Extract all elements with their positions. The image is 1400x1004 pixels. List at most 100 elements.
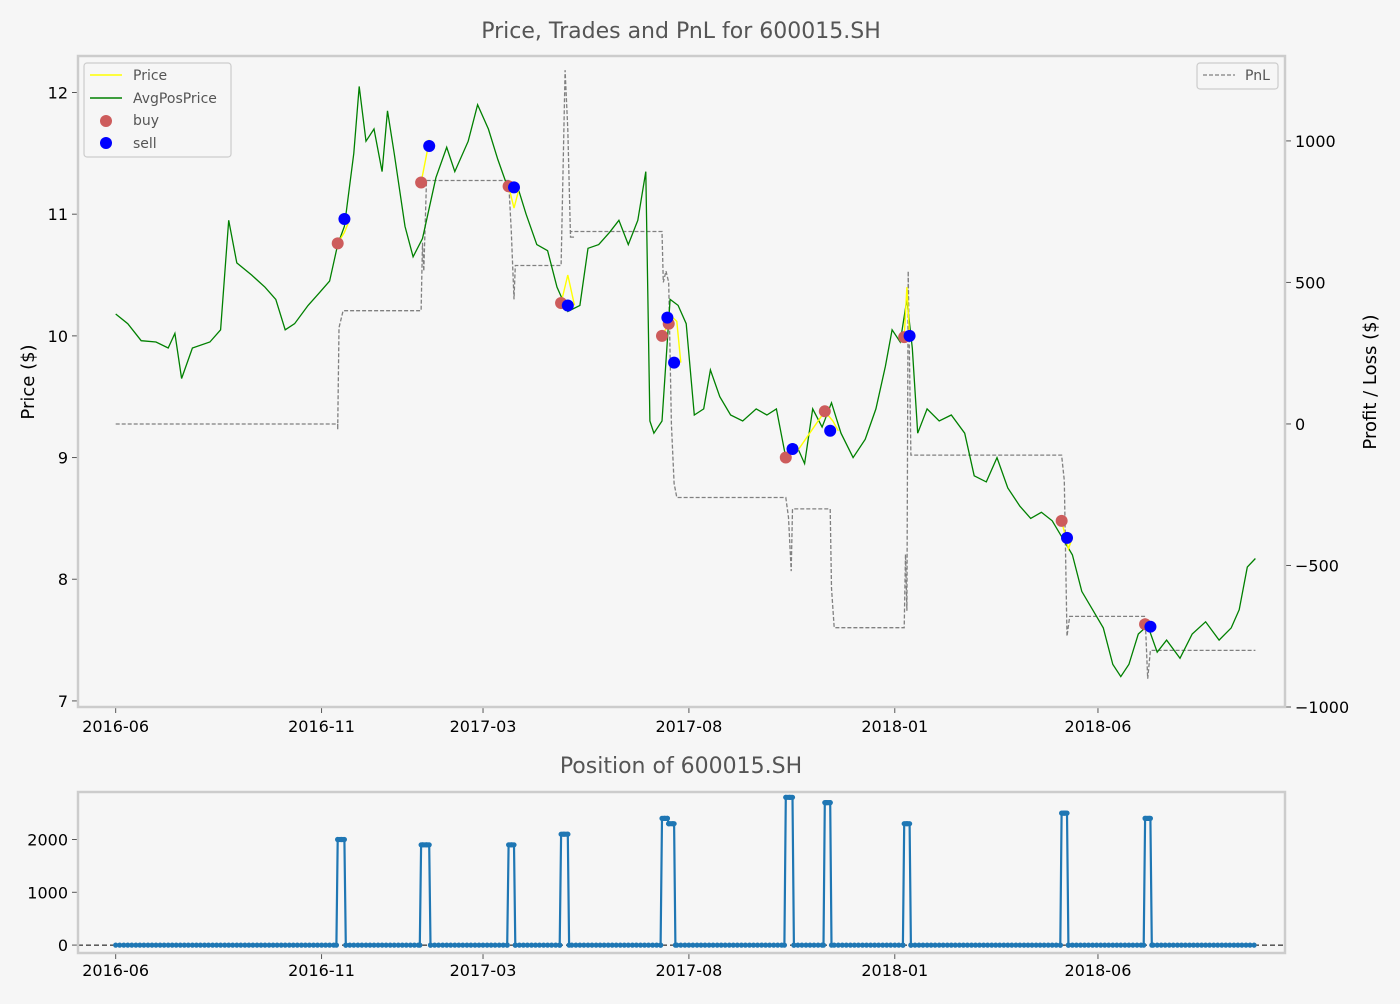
- price-axis-ticks: 2016-06 2016-11 2017-03 2017-08 2018-01 2018-…: [48, 84, 1349, 736]
- position-marker: [310, 942, 317, 948]
- position-marker: [629, 942, 636, 948]
- position-marker: [460, 942, 466, 948]
- position-marker: [432, 942, 438, 948]
- position-marker: [117, 942, 123, 948]
- position-marker: [1057, 942, 1063, 948]
- position-x-tick-label: 2018-01: [861, 961, 928, 980]
- pnl-y-tick-label: 1000: [1295, 132, 1336, 151]
- legend-price-label: Price: [133, 68, 167, 84]
- position-marker: [573, 942, 579, 948]
- position-marker: [855, 942, 862, 948]
- position-marker: [791, 942, 797, 948]
- pnl-legend-box: [1196, 62, 1279, 90]
- position-marker: [426, 842, 432, 848]
- buy-marker: [779, 451, 792, 464]
- position-marker: [1239, 942, 1245, 948]
- position-marker: [557, 942, 563, 948]
- price-plot-frame: [76, 54, 1287, 709]
- position-marker: [1081, 942, 1088, 948]
- position-marker: [218, 942, 224, 948]
- position-marker: [1194, 942, 1201, 948]
- position-marker: [1203, 942, 1209, 948]
- position-marker: [750, 942, 757, 948]
- price-x-tick-label: 2018-01: [861, 717, 928, 736]
- position-marker: [613, 942, 619, 948]
- position-marker: [908, 942, 914, 948]
- position-marker: [1094, 942, 1100, 948]
- position-marker: [282, 942, 288, 948]
- position-marker: [775, 942, 781, 948]
- position-marker: [436, 942, 442, 948]
- position-marker: [835, 942, 841, 948]
- position-marker: [968, 942, 975, 948]
- position-marker: [214, 942, 220, 948]
- position-marker: [907, 821, 913, 827]
- position-marker: [306, 942, 312, 948]
- position-marker: [512, 942, 518, 948]
- position-marker: [1106, 942, 1112, 948]
- position-marker: [1001, 942, 1007, 948]
- position-marker: [944, 942, 950, 948]
- position-marker: [407, 942, 413, 948]
- position-marker: [1147, 815, 1153, 822]
- position-marker: [1223, 942, 1229, 948]
- position-marker: [593, 942, 599, 948]
- position-marker: [121, 942, 127, 948]
- position-marker: [1211, 942, 1217, 948]
- buy-marker: [655, 329, 668, 342]
- position-marker: [274, 942, 280, 948]
- price-y-tick-label: 12: [48, 84, 68, 103]
- position-marker: [876, 942, 882, 948]
- position-marker: [359, 942, 365, 948]
- position-marker: [1102, 942, 1108, 948]
- position-chart-title: Position of 600015.SH: [560, 754, 802, 779]
- position-marker: [222, 942, 228, 948]
- position-marker: [133, 942, 139, 948]
- price-y-tick-label: 10: [48, 327, 68, 346]
- position-marker: [298, 942, 304, 948]
- position-y-tick-label: 0: [58, 936, 68, 955]
- position-marker: [1150, 942, 1156, 948]
- position-marker: [302, 942, 308, 948]
- position-marker: [181, 942, 187, 948]
- position-marker: [210, 942, 216, 948]
- position-marker: [674, 942, 680, 948]
- position-marker: [468, 942, 474, 948]
- position-marker: [484, 942, 490, 948]
- position-marker: [710, 942, 716, 948]
- position-marker: [671, 821, 677, 827]
- position-marker: [1064, 810, 1070, 816]
- position-marker: [997, 942, 1003, 948]
- position-marker: [694, 942, 700, 948]
- position-marker: [230, 942, 236, 948]
- position-marker: [145, 942, 151, 948]
- position-marker: [928, 942, 934, 948]
- position-plot-area: [78, 792, 1285, 953]
- legend-buy-label: buy: [133, 113, 159, 129]
- position-marker: [536, 942, 543, 948]
- position-marker: [820, 942, 827, 948]
- position-marker: [641, 942, 648, 948]
- position-marker: [314, 942, 321, 948]
- position-marker: [327, 942, 333, 948]
- position-marker: [1045, 942, 1051, 948]
- position-marker: [831, 942, 837, 948]
- position-marker: [403, 942, 409, 948]
- position-marker: [742, 942, 749, 948]
- position-marker: [718, 942, 724, 948]
- position-marker: [1235, 942, 1241, 948]
- position-marker: [125, 942, 131, 948]
- position-marker: [541, 942, 547, 948]
- position-marker: [981, 942, 987, 948]
- pnl-y-tick-label: −500: [1295, 556, 1339, 575]
- position-marker: [972, 942, 979, 948]
- position-marker: [884, 942, 890, 948]
- position-marker: [799, 942, 805, 948]
- position-marker: [355, 942, 361, 948]
- pnl-y-tick-label: 0: [1295, 415, 1305, 434]
- legend-sell-label: sell: [133, 136, 157, 152]
- price-x-tick-label: 2016-11: [288, 717, 355, 736]
- position-marker: [658, 942, 664, 948]
- position-marker: [690, 942, 696, 948]
- position-marker: [375, 942, 381, 948]
